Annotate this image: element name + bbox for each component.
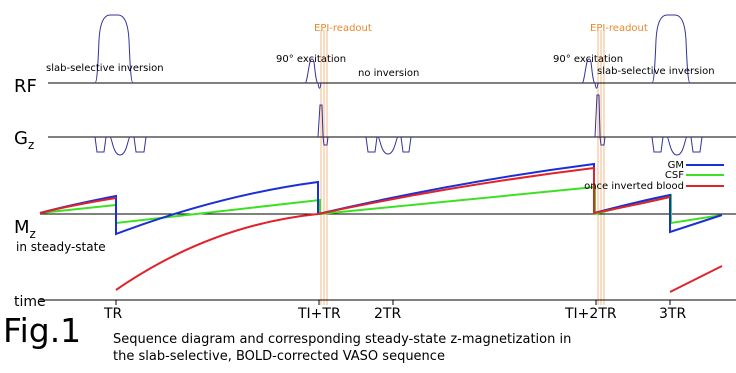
annotation-epi-2: EPI-readout [590,23,648,34]
gz-label: Gz [14,128,34,152]
inversion-pulse-right [651,14,691,84]
tick-label-ti-2tr: TI+2TR [564,306,617,322]
annotation-excitation-1: 90° excitation [276,54,346,65]
annotation-epi-1: EPI-readout [314,23,372,34]
annotation-inversion-left: slab-selective inversion [46,63,164,74]
legend-label-blood: once inverted blood [584,181,684,192]
annotation-excitation-2: 90° excitation [553,54,623,65]
tick-label-3tr: 3TR [659,306,686,322]
csf-curve [39,185,723,225]
tick-label-ti-tr: TI+TR [297,306,341,322]
rf-pulses [94,14,691,89]
mz-label: Mz [14,217,36,241]
gm-curve [39,162,723,236]
caption-line-2: the slab-selective, BOLD-corrected VASO … [113,349,445,364]
caption-line-1: Sequence diagram and corresponding stead… [113,332,572,347]
legend: GM CSF once inverted blood [584,160,724,192]
mz-note: in steady-state [16,240,106,254]
excitation-pulse-1 [304,58,322,89]
annotation-no-inversion: no inversion [358,68,419,79]
legend-label-gm: GM [668,160,684,171]
tick-label-2tr: 2TR [374,306,401,322]
epi-markers [320,30,605,305]
excitation-pulse-2 [581,58,599,89]
annotation-inversion-right: slab-selective inversion [597,66,715,77]
time-label: time [14,294,46,310]
gz-subscript: z [28,138,34,152]
gz-gradients [94,94,703,156]
baselines [40,82,736,301]
figure-number: Fig.1 [3,311,82,350]
figure-caption: Sequence diagram and corresponding stead… [113,331,713,365]
blood-curve [39,166,723,293]
inversion-pulse-left [94,14,134,84]
rf-label: RF [14,76,37,97]
mz-curves [39,162,723,293]
time-ticks [115,300,671,305]
legend-label-csf: CSF [665,170,684,181]
mz-subscript: z [30,227,36,241]
tick-label-tr: TR [103,306,123,322]
